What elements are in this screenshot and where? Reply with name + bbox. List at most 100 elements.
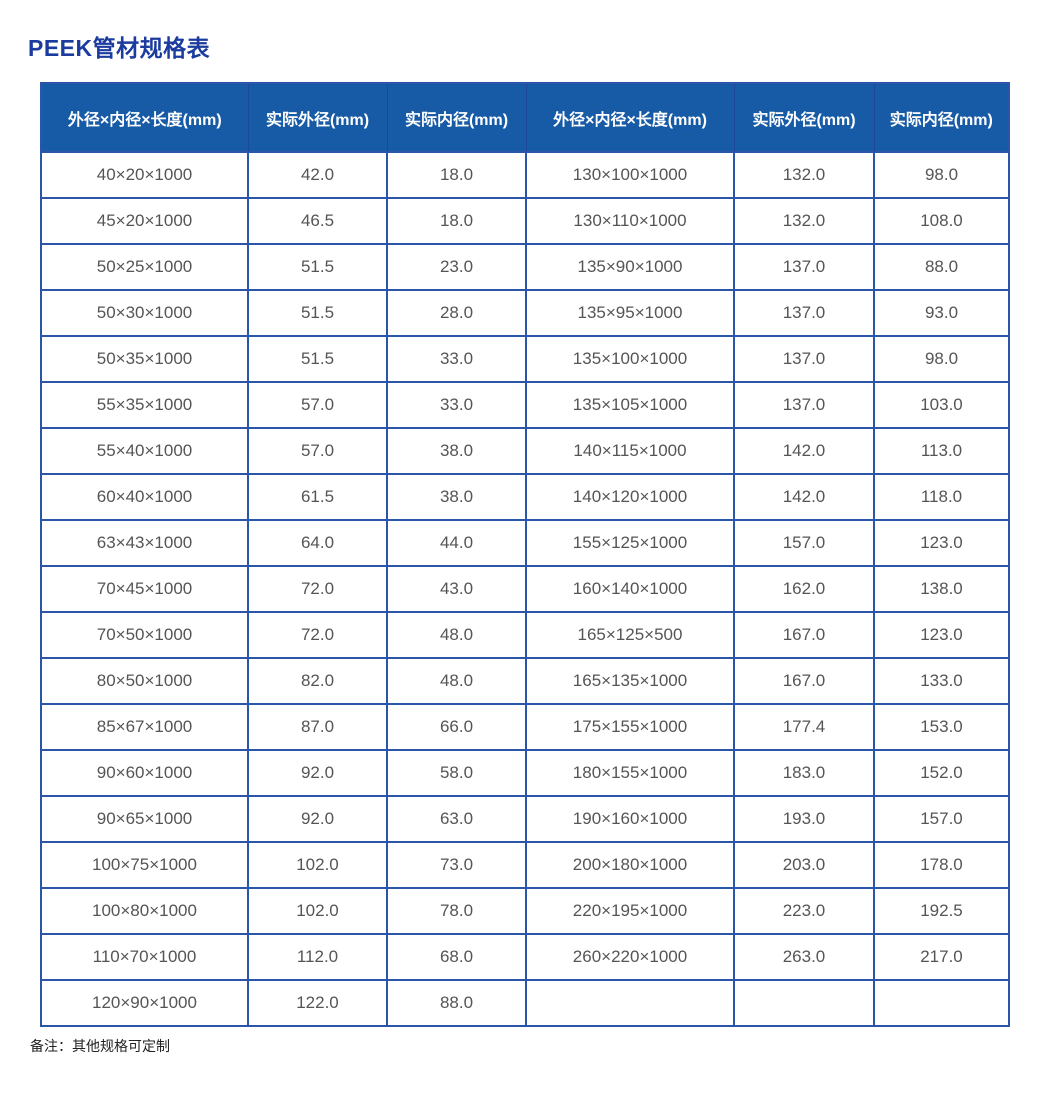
- table-cell: 135×90×1000: [525, 243, 735, 291]
- table-cell: 132.0: [733, 197, 875, 245]
- table-cell: 70×50×1000: [40, 611, 249, 659]
- column-header: 实际内径(mm): [873, 82, 1010, 153]
- table-row: 80×50×1000 82.0 48.0 165×135×1000 167.0 133.0: [40, 657, 1010, 705]
- table-cell: 223.0: [733, 887, 875, 935]
- table-cell: 90×60×1000: [40, 749, 249, 797]
- table-row: 70×50×1000 72.0 48.0 165×125×500 167.0 123.0: [40, 611, 1010, 659]
- table-cell: 190×160×1000: [525, 795, 735, 843]
- table-cell: 112.0: [247, 933, 388, 981]
- table-cell: 123.0: [873, 611, 1010, 659]
- table-cell: 18.0: [386, 151, 527, 199]
- table-cell: 203.0: [733, 841, 875, 889]
- table-cell: 118.0: [873, 473, 1010, 521]
- table-cell: 157.0: [873, 795, 1010, 843]
- table-cell: 167.0: [733, 657, 875, 705]
- table-cell: 192.5: [873, 887, 1010, 935]
- table-cell: 82.0: [247, 657, 388, 705]
- table-cell: 60×40×1000: [40, 473, 249, 521]
- table-cell: 260×220×1000: [525, 933, 735, 981]
- table-cell: 57.0: [247, 381, 388, 429]
- table-cell: 137.0: [733, 289, 875, 337]
- table-cell: 51.5: [247, 289, 388, 337]
- table-cell: 50×30×1000: [40, 289, 249, 337]
- table-cell: 108.0: [873, 197, 1010, 245]
- table-cell: 63.0: [386, 795, 527, 843]
- table-cell: 153.0: [873, 703, 1010, 751]
- table-cell: 130×110×1000: [525, 197, 735, 245]
- table-cell: 33.0: [386, 335, 527, 383]
- table-cell: 38.0: [386, 473, 527, 521]
- table-row: 90×65×1000 92.0 63.0 190×160×1000 193.0 157.0: [40, 795, 1010, 843]
- table-cell: 88.0: [386, 979, 527, 1027]
- spec-table-body: 40×20×1000 42.0 18.0 130×100×1000 132.0 98.0 4…: [40, 151, 1010, 1027]
- table-row: 50×25×1000 51.5 23.0 135×90×1000 137.0 88.0: [40, 243, 1010, 291]
- table-cell: 120×90×1000: [40, 979, 249, 1027]
- table-cell: 142.0: [733, 473, 875, 521]
- table-cell: 92.0: [247, 749, 388, 797]
- table-cell: 137.0: [733, 381, 875, 429]
- table-cell: [733, 979, 875, 1027]
- table-cell: [873, 979, 1010, 1027]
- column-header: 实际内径(mm): [386, 82, 527, 153]
- table-cell: 70×45×1000: [40, 565, 249, 613]
- table-cell: 50×25×1000: [40, 243, 249, 291]
- table-cell: 220×195×1000: [525, 887, 735, 935]
- spec-table: 外径×内径×长度(mm) 实际外径(mm) 实际内径(mm) 外径×内径×长度(mm)…: [40, 82, 1010, 1027]
- table-cell: 93.0: [873, 289, 1010, 337]
- table-cell: 72.0: [247, 611, 388, 659]
- table-cell: 122.0: [247, 979, 388, 1027]
- table-cell: 43.0: [386, 565, 527, 613]
- table-cell: 72.0: [247, 565, 388, 613]
- table-cell: 87.0: [247, 703, 388, 751]
- table-cell: 102.0: [247, 887, 388, 935]
- table-row: 85×67×1000 87.0 66.0 175×155×1000 177.4 153.0: [40, 703, 1010, 751]
- table-cell: 193.0: [733, 795, 875, 843]
- table-row: 120×90×1000 122.0 88.0: [40, 979, 1010, 1027]
- column-header: 外径×内径×长度(mm): [40, 82, 249, 153]
- table-row: 60×40×1000 61.5 38.0 140×120×1000 142.0 118.0: [40, 473, 1010, 521]
- table-cell: 90×65×1000: [40, 795, 249, 843]
- table-cell: 180×155×1000: [525, 749, 735, 797]
- table-cell: 18.0: [386, 197, 527, 245]
- table-cell: 50×35×1000: [40, 335, 249, 383]
- table-row: 100×80×1000 102.0 78.0 220×195×1000 223.0 192…: [40, 887, 1010, 935]
- table-cell: 100×75×1000: [40, 841, 249, 889]
- table-cell: 175×155×1000: [525, 703, 735, 751]
- table-row: 70×45×1000 72.0 43.0 160×140×1000 162.0 138.0: [40, 565, 1010, 613]
- table-cell: 33.0: [386, 381, 527, 429]
- table-cell: 28.0: [386, 289, 527, 337]
- table-cell: 113.0: [873, 427, 1010, 475]
- table-cell: 103.0: [873, 381, 1010, 429]
- table-cell: 178.0: [873, 841, 1010, 889]
- table-cell: 155×125×1000: [525, 519, 735, 567]
- table-cell: 55×40×1000: [40, 427, 249, 475]
- spec-table-header: 外径×内径×长度(mm) 实际外径(mm) 实际内径(mm) 外径×内径×长度(mm)…: [40, 82, 1010, 153]
- table-cell: 165×135×1000: [525, 657, 735, 705]
- table-cell: 135×100×1000: [525, 335, 735, 383]
- table-row: 55×40×1000 57.0 38.0 140×115×1000 142.0 113.0: [40, 427, 1010, 475]
- header-row: 外径×内径×长度(mm) 实际外径(mm) 实际内径(mm) 外径×内径×长度(mm)…: [40, 82, 1010, 153]
- table-cell: 40×20×1000: [40, 151, 249, 199]
- table-row: 90×60×1000 92.0 58.0 180×155×1000 183.0 152.0: [40, 749, 1010, 797]
- table-cell: 200×180×1000: [525, 841, 735, 889]
- table-cell: 45×20×1000: [40, 197, 249, 245]
- table-cell: 98.0: [873, 151, 1010, 199]
- table-cell: 55×35×1000: [40, 381, 249, 429]
- table-cell: 183.0: [733, 749, 875, 797]
- table-cell: 142.0: [733, 427, 875, 475]
- table-cell: 177.4: [733, 703, 875, 751]
- table-cell: 162.0: [733, 565, 875, 613]
- table-cell: 51.5: [247, 243, 388, 291]
- table-cell: 64.0: [247, 519, 388, 567]
- table-cell: 217.0: [873, 933, 1010, 981]
- table-cell: 135×95×1000: [525, 289, 735, 337]
- table-cell: 88.0: [873, 243, 1010, 291]
- table-cell: 23.0: [386, 243, 527, 291]
- table-cell: 98.0: [873, 335, 1010, 383]
- table-cell: 51.5: [247, 335, 388, 383]
- table-cell: 130×100×1000: [525, 151, 735, 199]
- column-header: 外径×内径×长度(mm): [525, 82, 735, 153]
- table-cell: 80×50×1000: [40, 657, 249, 705]
- table-cell: 48.0: [386, 657, 527, 705]
- table-cell: 38.0: [386, 427, 527, 475]
